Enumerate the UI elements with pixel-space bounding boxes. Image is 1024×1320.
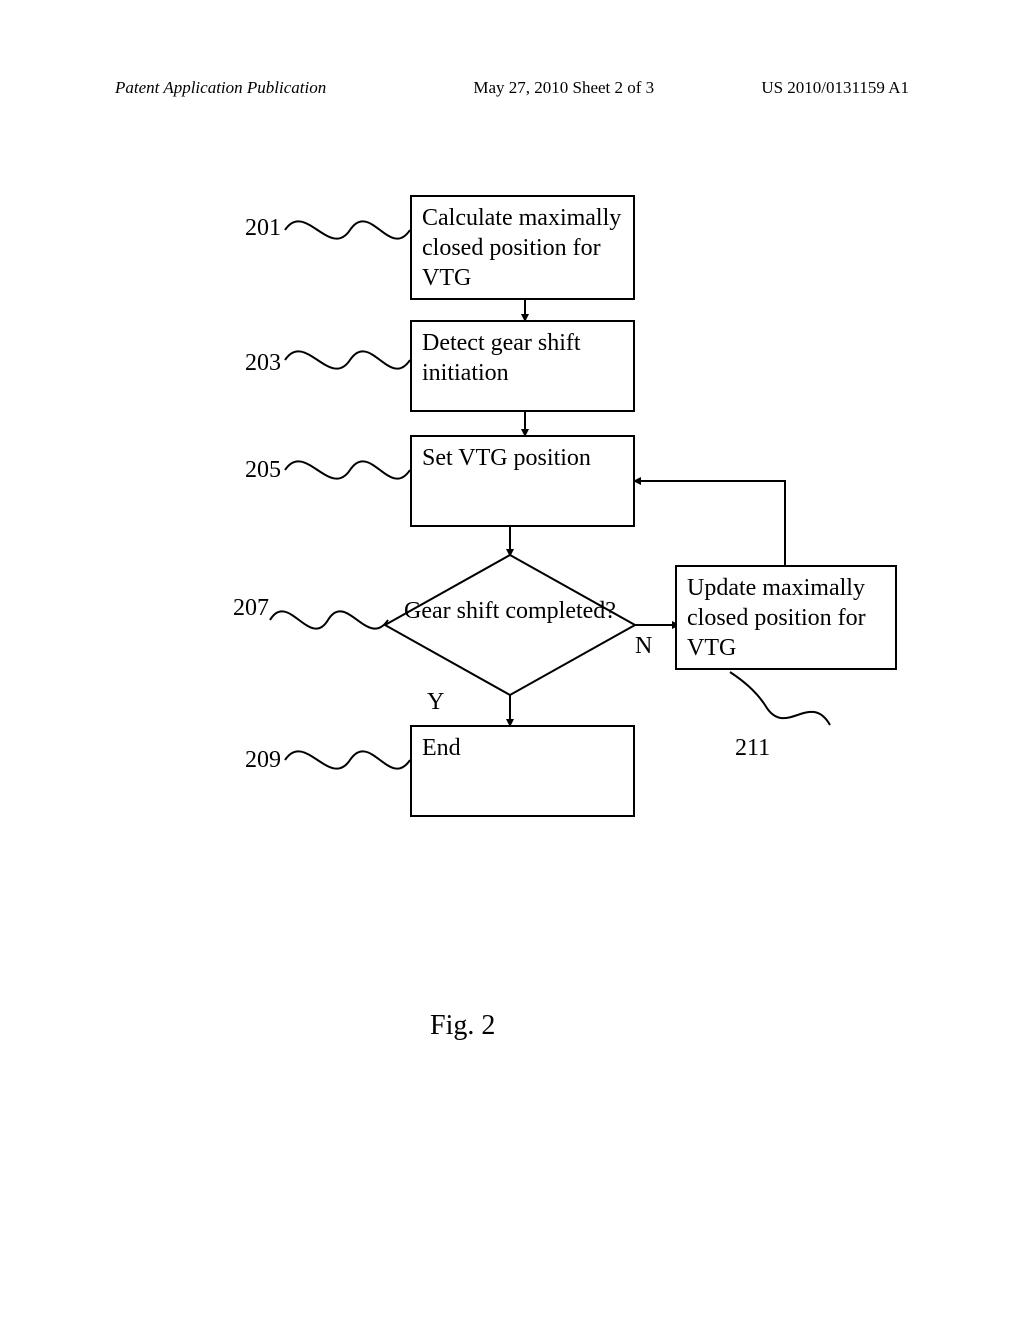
ref-201: 201 — [245, 215, 281, 242]
edge-203-205 — [520, 412, 530, 437]
ref-205: 205 — [245, 457, 281, 484]
node-calculate-text: Calculate maximally closed position for … — [422, 205, 621, 291]
ref-connector-209 — [285, 735, 415, 785]
edge-211-205 — [630, 481, 795, 571]
header-left: Patent Application Publication — [115, 78, 326, 98]
node-update: Update maximally closed position for VTG — [675, 565, 897, 670]
flowchart: Calculate maximally closed position for … — [115, 195, 915, 1015]
header-right: US 2010/0131159 A1 — [761, 78, 909, 98]
node-set-vtg: Set VTG position — [410, 435, 635, 527]
node-detect-text: Detect gear shift initiation — [422, 330, 581, 386]
header-center: May 27, 2010 Sheet 2 of 3 — [473, 78, 654, 98]
ref-209: 209 — [245, 747, 281, 774]
node-decision-text: Gear shift completed? — [385, 597, 635, 626]
edge-yes-label: Y — [427, 689, 444, 716]
ref-connector-205 — [285, 445, 415, 495]
node-update-text: Update maximally closed position for VTG — [687, 575, 866, 661]
figure-label: Fig. 2 — [430, 1010, 495, 1042]
node-detect: Detect gear shift initiation — [410, 320, 635, 412]
node-decision: Gear shift completed? — [385, 555, 635, 695]
edge-no-label: N — [635, 633, 652, 660]
node-end-text: End — [422, 735, 461, 761]
page-header: Patent Application Publication May 27, 2… — [115, 78, 909, 98]
ref-connector-207 — [270, 595, 390, 645]
ref-211: 211 — [735, 735, 770, 762]
edge-207-211 — [635, 620, 680, 630]
edge-207-209 — [505, 695, 515, 727]
edge-201-203 — [520, 300, 530, 322]
ref-207: 207 — [233, 595, 269, 622]
ref-connector-211 — [730, 670, 840, 730]
node-set-vtg-text: Set VTG position — [422, 445, 591, 471]
ref-connector-201 — [285, 205, 415, 255]
node-calculate: Calculate maximally closed position for … — [410, 195, 635, 300]
ref-connector-203 — [285, 335, 415, 385]
ref-203: 203 — [245, 350, 281, 377]
edge-205-207 — [505, 527, 515, 557]
node-end: End — [410, 725, 635, 817]
